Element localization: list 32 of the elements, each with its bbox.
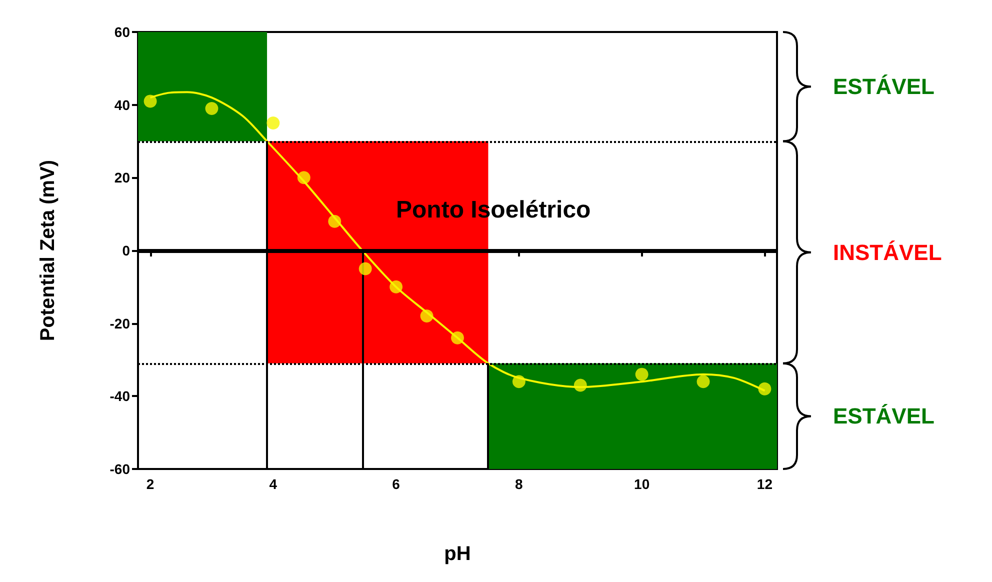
x-tick-label: 12 bbox=[756, 476, 773, 492]
band-label: ESTÁVEL bbox=[833, 74, 934, 100]
y-tick-label: -20 bbox=[110, 315, 130, 332]
x-tick-label: 2 bbox=[146, 476, 154, 492]
point bbox=[758, 382, 772, 396]
x-tick-label: 4 bbox=[269, 476, 278, 492]
point bbox=[144, 94, 157, 108]
point bbox=[297, 171, 310, 184]
point bbox=[574, 378, 587, 392]
y-tick-label: -40 bbox=[110, 388, 130, 404]
y-axis-title: Potential Zeta (mV) bbox=[37, 160, 59, 342]
y-tick-label: -60 bbox=[110, 461, 130, 477]
y-tick-label: 0 bbox=[122, 242, 130, 258]
x-tick-label: 8 bbox=[515, 476, 524, 492]
y-tick-label: 40 bbox=[114, 96, 130, 113]
x-axis-title: pH bbox=[444, 543, 471, 565]
point bbox=[696, 375, 710, 388]
point bbox=[420, 310, 434, 323]
point bbox=[358, 262, 372, 276]
point bbox=[390, 280, 403, 294]
point bbox=[635, 368, 648, 381]
y-tick-label: 20 bbox=[114, 170, 130, 186]
point bbox=[205, 102, 218, 115]
point bbox=[512, 375, 526, 388]
band-label: INSTÁVEL bbox=[833, 240, 942, 265]
band-label: ESTÁVEL bbox=[833, 404, 934, 429]
point bbox=[451, 331, 464, 344]
x-tick-label: 10 bbox=[634, 476, 650, 492]
y-tick-label: 60 bbox=[114, 24, 130, 40]
x-tick-label: 6 bbox=[392, 476, 400, 492]
point bbox=[266, 116, 280, 130]
point bbox=[328, 214, 342, 228]
